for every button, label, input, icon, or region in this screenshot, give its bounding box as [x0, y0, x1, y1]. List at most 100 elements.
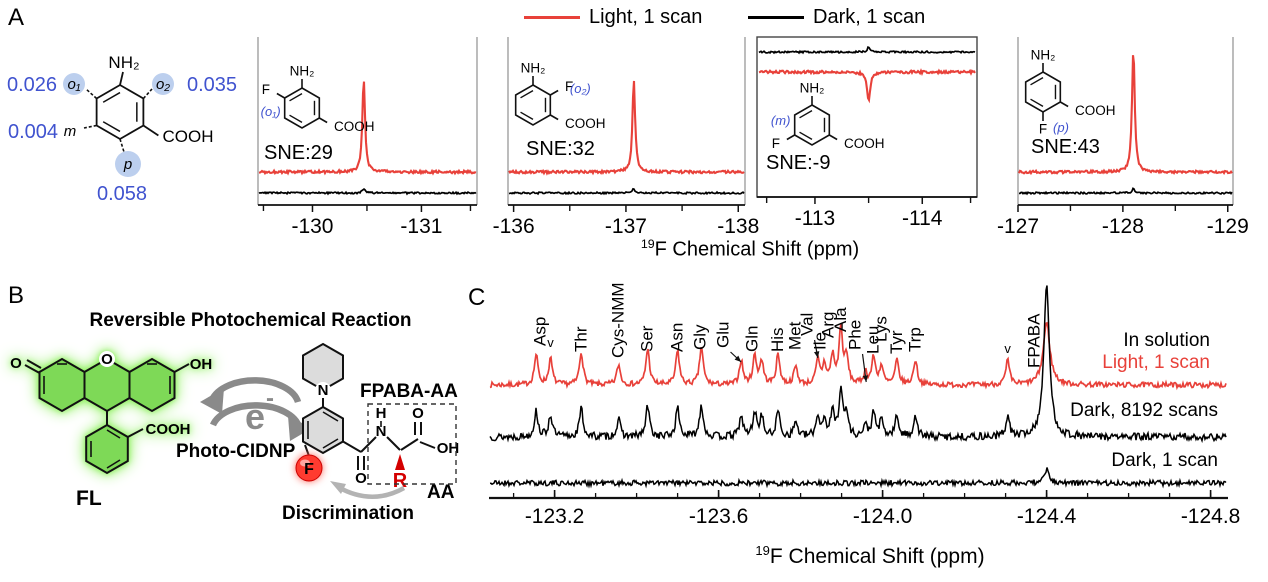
value-m: 0.004: [8, 121, 58, 143]
piperidine-n: N: [318, 382, 329, 399]
axis-title-rest: F Chemical Shift (ppm): [769, 545, 985, 568]
acid-o: O: [412, 405, 424, 422]
bond-nh2: [119, 71, 124, 86]
value-o1: 0.026: [7, 74, 57, 96]
trace-label-dark8192: Dark, 8192 scans: [1070, 400, 1218, 421]
double-bond: [1030, 98, 1044, 108]
position-stub: [83, 124, 97, 129]
axis-title-sup: 19: [755, 543, 770, 558]
electron-label: e: [245, 396, 265, 437]
substituent-label: F: [565, 79, 573, 94]
position-label: o₁: [67, 76, 80, 93]
substituent-label: F: [772, 136, 780, 151]
fl-ring-o: O: [101, 351, 113, 368]
electron-cycle-arrows: e -: [200, 377, 312, 441]
cooh-label: COOH: [163, 127, 214, 146]
tick-label: -124.0: [853, 505, 913, 528]
double-bond: [799, 131, 813, 141]
label-arrowhead: [813, 351, 820, 358]
position-label: p: [123, 156, 132, 173]
peak-label-asn: Asn: [668, 323, 687, 352]
substituent-bond: [549, 114, 559, 121]
fpaba-aa-title: FPABA-AA: [360, 381, 458, 402]
photo-cidnp-label: Photo-CIDNP: [176, 441, 296, 462]
bond-cooh: [142, 124, 159, 137]
position-circle: [115, 151, 141, 177]
legend-light-line: [524, 16, 580, 19]
substituent-label: COOH: [334, 119, 375, 134]
position-circle: [63, 73, 85, 95]
position-tag: (m): [771, 113, 791, 128]
double-bond: [289, 114, 303, 124]
peak-label-val: Val: [798, 313, 817, 336]
peak-label-thr: Thr: [571, 326, 590, 352]
trace-label-light: Light, 1 scan: [1102, 352, 1210, 373]
position-tag: (p): [1053, 120, 1069, 135]
peak-label-phe: Phe: [846, 320, 865, 350]
peak-label-ile: Ile: [811, 332, 830, 350]
trace-dark-1-scan: [489, 467, 1227, 489]
value-o2: 0.035: [187, 74, 237, 96]
tick-label: -113: [795, 207, 835, 230]
fpaba-aa-structure: N F O N H R: [295, 342, 460, 499]
peak-label-glu: Glu: [714, 322, 733, 348]
sne-p: SNE:43: [1031, 136, 1100, 158]
aa-label: AA: [427, 482, 455, 503]
trace-light: [1018, 55, 1233, 176]
peak-label-tyr: Tyr: [887, 330, 906, 354]
substituent-label: NH₂: [1031, 48, 1056, 63]
peak-label-gly: Gly: [691, 324, 710, 350]
double-bond: [102, 91, 121, 103]
trace-dark: [1019, 187, 1233, 196]
tick-label: -131: [400, 215, 442, 238]
legend-light: Light, 1 scan: [524, 6, 702, 29]
trace-label-in-solution: In solution: [1123, 330, 1210, 351]
acid-oh: OH: [437, 440, 460, 457]
tick-label: -114: [902, 207, 943, 230]
tick-label: -124.8: [1181, 505, 1241, 528]
substituent-label: COOH: [844, 136, 885, 151]
substituent-label: NH₂: [800, 81, 825, 96]
tick-label: -130: [291, 215, 333, 238]
value-p: 0.058: [97, 183, 147, 205]
position-circle: [152, 73, 174, 95]
double-bond: [1030, 76, 1044, 86]
trace-label-dark1: Dark, 1 scan: [1111, 450, 1218, 471]
panel-a-axis-title: 19F Chemical Shift (ppm): [550, 237, 950, 262]
peak-label-his: His: [768, 327, 787, 352]
fl-label: FL: [76, 487, 102, 510]
panel-b-canvas: O O OH COOH e - N: [10, 342, 460, 499]
amide-n: N: [376, 423, 387, 440]
tick-label: -137: [605, 215, 647, 238]
double-bond: [520, 89, 534, 99]
impurity-mark: v: [547, 335, 554, 350]
panel-c-label: C: [468, 284, 486, 311]
substituent-bond: [549, 89, 559, 96]
trace-light: [508, 80, 745, 176]
label-arrowhead: [734, 355, 742, 362]
trace-dark: [758, 45, 976, 55]
substituent-bond: [1059, 101, 1069, 108]
fl-keto-o: O: [10, 355, 22, 372]
amide-o: O: [355, 470, 367, 487]
peak-label-cys-nmm: Cys-NMM: [609, 282, 628, 358]
benzene-ring: [793, 104, 831, 146]
double-bond: [799, 109, 813, 119]
fl-cooh: COOH: [146, 421, 191, 438]
legend-light-label: Light, 1 scan: [589, 6, 703, 28]
position-tag: (o₂): [570, 81, 591, 96]
trace-light-1-scan: [489, 321, 1227, 391]
trace-light: [758, 68, 976, 104]
substituent-label: NH₂: [290, 64, 315, 79]
substituent-bond: [786, 134, 796, 141]
double-bond: [520, 111, 534, 121]
panel-c-axis-title: 19F Chemical Shift (ppm): [670, 543, 1070, 569]
fluorescein-structure: O O OH COOH: [10, 351, 212, 475]
discrimination-arrowhead: [330, 481, 346, 494]
position-stub: [85, 88, 98, 100]
substituent-bond: [318, 117, 328, 124]
peak-label-ala: Ala: [831, 307, 850, 332]
substituent-bond: [828, 134, 838, 141]
